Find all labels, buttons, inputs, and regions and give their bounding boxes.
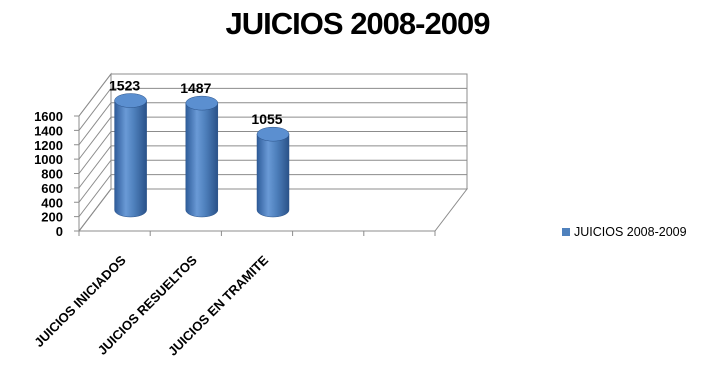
legend-swatch — [562, 228, 570, 236]
gridline — [78, 87, 467, 131]
gridline — [78, 116, 467, 160]
chart-title: JUICIOS 2008-2009 — [225, 6, 491, 41]
y-tick-label: 800 — [41, 167, 63, 182]
gridline — [78, 73, 467, 117]
gridline — [78, 188, 467, 232]
gridline — [78, 102, 467, 146]
legend: JUICIOS 2008-2009 — [562, 225, 687, 239]
data-label: 1487 — [180, 80, 211, 96]
bar — [185, 95, 219, 218]
bar-body — [185, 102, 219, 218]
gridline — [78, 159, 467, 203]
y-tick-label: 1600 — [34, 109, 63, 124]
bar-top — [114, 93, 147, 108]
bar — [114, 93, 147, 218]
bar-body — [256, 133, 290, 218]
bar-top — [256, 126, 290, 142]
y-tick-label: 1000 — [34, 152, 63, 167]
bar-top — [185, 95, 219, 111]
bar — [256, 126, 290, 218]
gridline — [78, 174, 467, 217]
gridline — [78, 145, 467, 189]
data-label: 1055 — [251, 111, 282, 127]
gridline — [78, 131, 467, 174]
data-labels: 1523 1487 1055 — [109, 78, 283, 128]
gridlines — [78, 73, 467, 232]
data-label: 1523 — [109, 78, 140, 94]
legend-label: JUICIOS 2008-2009 — [574, 225, 687, 239]
y-tick-label: 1400 — [34, 123, 63, 138]
bar-body — [114, 100, 147, 218]
bars — [114, 93, 290, 218]
y-tick-label: 600 — [41, 181, 63, 196]
y-tick-label: 1200 — [34, 138, 63, 153]
y-tick-label: 0 — [56, 224, 63, 239]
y-tick-label: 200 — [41, 210, 63, 225]
y-tick-label: 400 — [41, 195, 63, 210]
